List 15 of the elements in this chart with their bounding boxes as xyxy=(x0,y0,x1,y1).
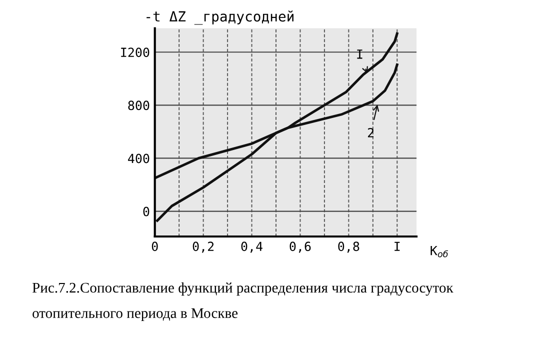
y-tick-label: 800 xyxy=(128,100,150,110)
x-tick-label: 0 xyxy=(152,242,158,252)
text: Рис.7.2.Сопоставление функций распределения числа градусосуток отопительного периода в Москве xyxy=(32,282,454,322)
y-tick-label: I200 xyxy=(121,48,150,58)
y-tick-label: 400 xyxy=(128,154,150,164)
annotation: 2 xyxy=(368,128,374,138)
x-tick-label: 0,4 xyxy=(241,242,262,253)
y-tick-label: 0 xyxy=(143,206,150,216)
x-tick-label: I xyxy=(394,242,400,251)
x-tick-label: 0,2 xyxy=(192,242,214,253)
line-series xyxy=(156,32,398,222)
x-tick-label: 0,6 xyxy=(290,242,311,253)
x-tick-label: 0,8 xyxy=(338,242,360,253)
x-axis-title: K$_{об}$ xyxy=(430,246,448,258)
y-axis-title: -t ΔZ _градусодней xyxy=(146,10,294,25)
